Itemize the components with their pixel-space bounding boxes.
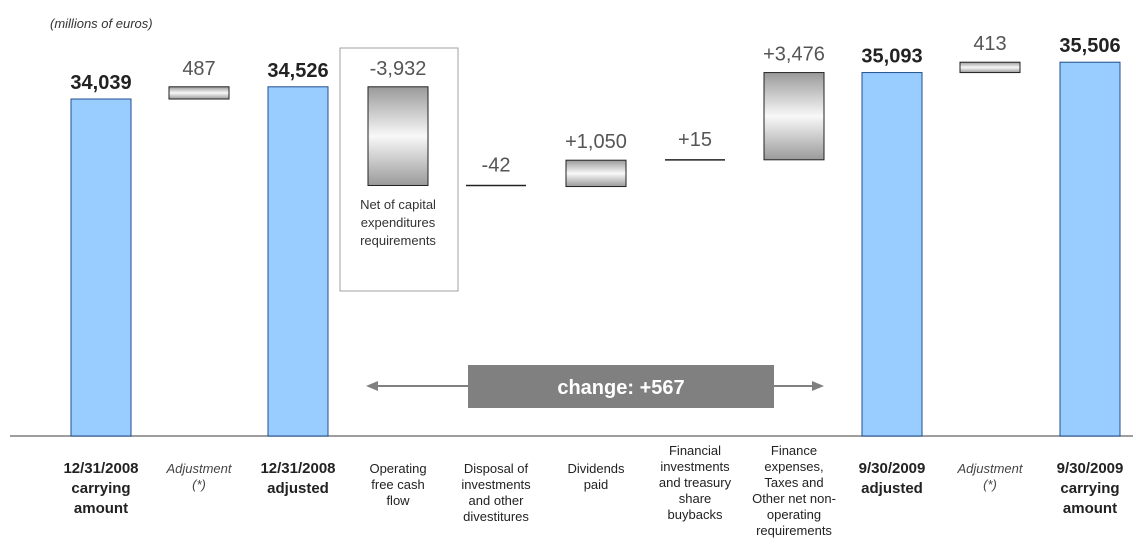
category-label-3-line-2: flow — [386, 493, 410, 508]
category-label-6-line-4: buybacks — [668, 507, 723, 522]
bar-value-label-1: 487 — [182, 58, 215, 80]
category-label-7-line-2: Taxes and — [764, 475, 823, 490]
step-bar-1 — [168, 86, 230, 100]
step-bar-3 — [367, 86, 429, 186]
change-label: change: +567 — [557, 377, 684, 399]
bar-value-label-5: +1,050 — [565, 131, 627, 153]
total-bar-0 — [70, 98, 132, 437]
category-label-6-line-2: and treasury — [659, 475, 732, 490]
category-label-5-line-1: paid — [584, 477, 609, 492]
category-label-6-line-0: Financial — [669, 443, 721, 458]
category-label-8-line-1: adjusted — [861, 480, 923, 497]
category-label-0-line-2: amount — [74, 500, 128, 517]
category-label-1-line-0: Adjustment — [165, 461, 232, 476]
category-label-4-line-2: and other — [469, 493, 525, 508]
note-box — [339, 47, 459, 292]
bar-value-label-8: 35,093 — [861, 46, 922, 68]
category-label-9-line-0: Adjustment — [956, 461, 1023, 476]
bar-value-label-0: 34,039 — [70, 72, 131, 94]
category-label-6-line-1: investments — [660, 459, 730, 474]
step-bar-9 — [959, 61, 1021, 74]
category-label-4-line-1: investments — [461, 477, 531, 492]
category-label-2-line-1: adjusted — [267, 480, 329, 497]
category-label-7-line-1: expenses, — [764, 459, 823, 474]
category-label-10-line-1: carrying — [1060, 480, 1119, 497]
note-text-line-1: expenditures — [361, 215, 436, 230]
category-label-7-line-3: Other net non- — [752, 491, 836, 506]
category-label-7-line-5: requirements — [756, 523, 832, 538]
category-label-5-line-0: Dividends — [567, 461, 625, 476]
category-label-10-line-0: 9/30/2009 — [1057, 460, 1124, 477]
category-label-6-line-3: share — [679, 491, 712, 506]
total-bar-10 — [1059, 61, 1121, 437]
category-label-4-line-0: Disposal of — [464, 461, 529, 476]
category-label-2-line-0: 12/31/2008 — [260, 460, 335, 477]
category-label-7-line-0: Finance — [771, 443, 817, 458]
change-arrow-right-head — [812, 381, 824, 391]
total-bar-2 — [267, 86, 329, 437]
step-bar-7 — [763, 72, 825, 161]
bar-value-label-10: 35,506 — [1059, 35, 1120, 57]
bar-value-label-6: +15 — [678, 129, 712, 151]
bar-value-label-9: 413 — [973, 33, 1006, 55]
change-arrow-left-head — [366, 381, 378, 391]
total-bar-8 — [861, 72, 923, 437]
unit-label: (millions of euros) — [50, 16, 153, 31]
category-label-7-line-4: operating — [767, 507, 821, 522]
category-label-0-line-1: carrying — [71, 480, 130, 497]
category-label-0-line-0: 12/31/2008 — [63, 460, 138, 477]
category-label-10-line-2: amount — [1063, 500, 1117, 517]
category-label-1-line-1: (*) — [192, 477, 206, 492]
step-bar-5 — [565, 159, 627, 188]
bar-value-label-3: -3,932 — [370, 58, 427, 80]
category-label-9-line-1: (*) — [983, 477, 997, 492]
note-text-line-0: Net of capital — [360, 197, 436, 212]
category-label-4-line-3: divestitures — [463, 509, 529, 524]
change-box — [468, 365, 774, 408]
bar-value-label-7: +3,476 — [763, 44, 825, 66]
category-label-8-line-0: 9/30/2009 — [859, 460, 926, 477]
note-text-line-2: requirements — [360, 233, 436, 248]
bar-value-label-2: 34,526 — [267, 60, 328, 82]
bar-value-label-4: -42 — [482, 154, 511, 176]
category-label-3-line-1: free cash — [371, 477, 424, 492]
category-label-3-line-0: Operating — [369, 461, 426, 476]
